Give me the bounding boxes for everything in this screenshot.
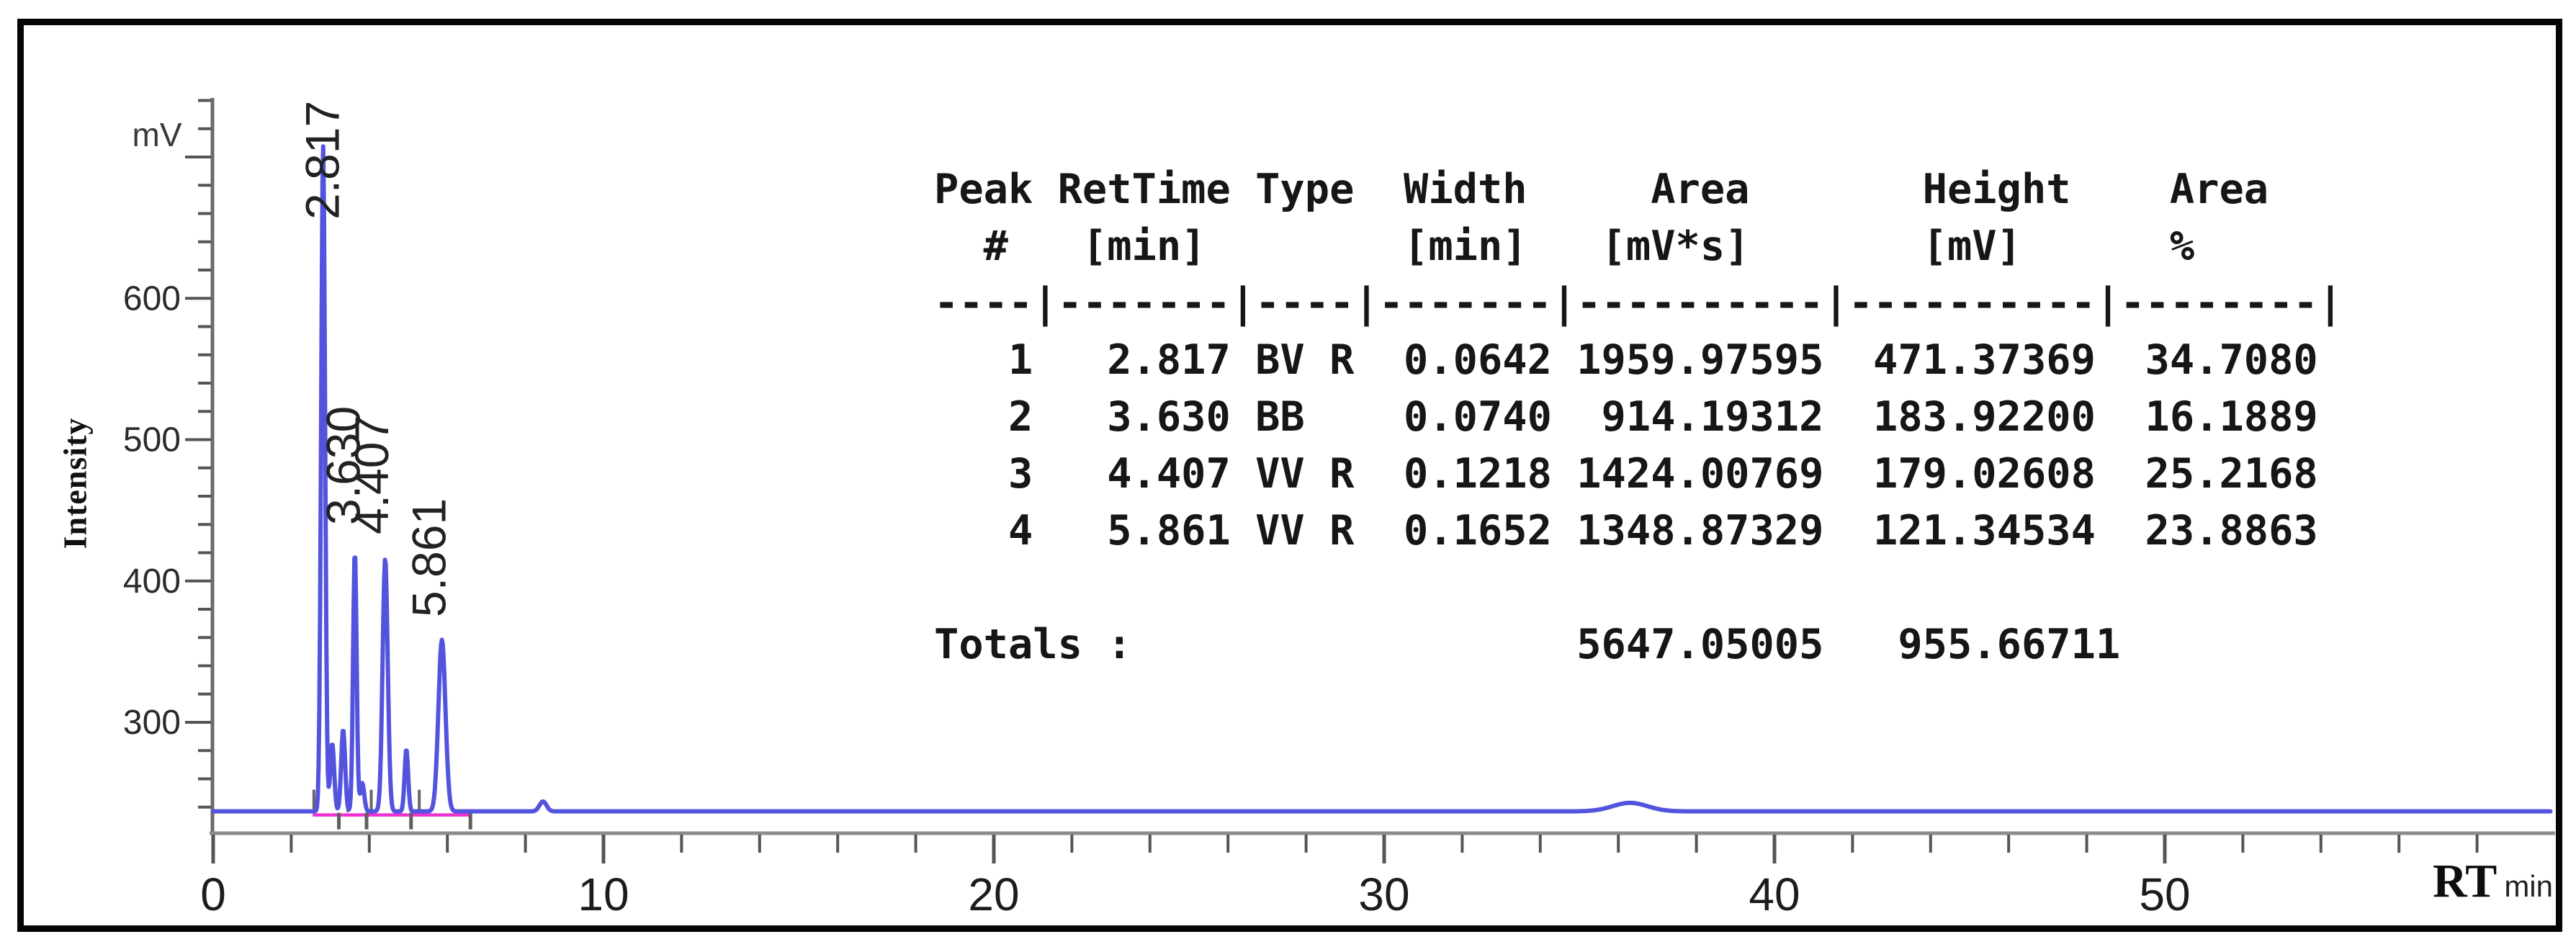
- x-tick-label: 40: [1749, 869, 1800, 920]
- peak-rt-label: 4.407: [345, 416, 398, 534]
- y-axis-unit-label: mV: [132, 116, 182, 153]
- x-axis-title-rt: RT: [2432, 855, 2498, 907]
- x-tick-label: 20: [968, 869, 1019, 920]
- peak-rt-label: 2.817: [296, 101, 349, 220]
- y-tick-label: 500: [123, 421, 181, 459]
- y-axis-title: Intensity: [56, 417, 94, 549]
- chart-frame: [17, 19, 2562, 932]
- x-axis-title: RT min: [2433, 854, 2553, 909]
- y-tick-label: 300: [123, 704, 181, 742]
- peak-rt-label: 5.861: [403, 498, 456, 617]
- x-tick-label: 50: [2139, 869, 2190, 920]
- x-tick-label: 10: [578, 869, 629, 920]
- y-tick-label: 400: [123, 562, 181, 601]
- x-tick-label: 0: [200, 869, 226, 920]
- chromatogram-trace: [211, 144, 2553, 814]
- y-tick-label: 600: [123, 279, 181, 318]
- x-axis-title-unit: min: [2504, 869, 2553, 903]
- peak-table: Peak RetTime Type Width Area Height Area…: [934, 166, 2343, 668]
- x-tick-label: 30: [1358, 869, 1409, 920]
- peak-rt-label: 3.630: [317, 406, 370, 525]
